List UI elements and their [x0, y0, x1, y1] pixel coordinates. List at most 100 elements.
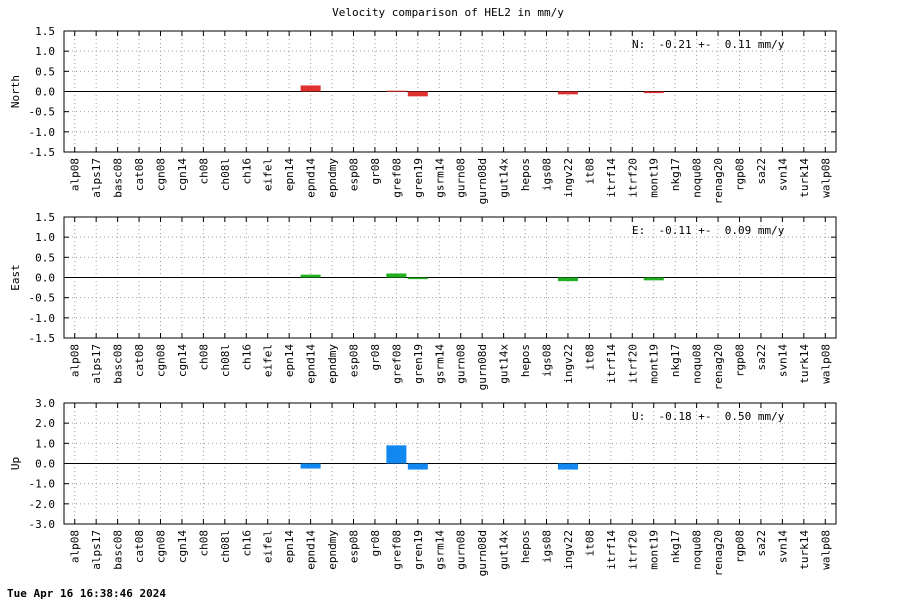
- y-tick-label: 3.0: [35, 397, 55, 410]
- x-tick-label: ch08: [197, 530, 210, 557]
- x-tick-label: gurn08d: [476, 530, 489, 576]
- y-tick-label: 0.0: [35, 272, 55, 285]
- x-tick-label: igs08: [541, 344, 554, 377]
- summary-stat: E: -0.11 +- 0.09 mm/y: [632, 224, 785, 237]
- x-tick-label: epnd14: [305, 344, 318, 384]
- x-tick-label: rgp08: [734, 530, 747, 563]
- y-tick-label: -1.0: [29, 478, 56, 491]
- x-tick-label: alps17: [90, 344, 103, 384]
- x-tick-label: gr08: [369, 530, 382, 557]
- x-tick-label: cgn14: [176, 344, 189, 377]
- x-tick-label: gut14x: [498, 344, 511, 384]
- x-tick-label: ch08l: [219, 158, 232, 191]
- y-tick-label: -3.0: [29, 518, 56, 531]
- y-tick-label: -0.5: [29, 292, 56, 305]
- plot-frame: [63, 402, 837, 525]
- bar-up-ingv22: [557, 463, 578, 470]
- x-tick-label: rgp08: [734, 344, 747, 377]
- summary-stat: U: -0.18 +- 0.50 mm/y: [632, 410, 785, 423]
- x-tick-label: gurn08: [455, 344, 468, 384]
- x-tick-label: alp08: [69, 158, 82, 191]
- x-tick-label: ch16: [240, 158, 253, 185]
- x-tick-label: basc08: [112, 530, 125, 570]
- panel-up: 3.0 2.0 1.0 0.0 -1.0 -2.0 -3.0 alp08 alps17 basc0…: [9, 397, 837, 576]
- y-tick-label: 1.5: [35, 25, 55, 38]
- bar-east-mont19: [643, 277, 664, 281]
- bar-up-gref08: [386, 445, 407, 464]
- y-tick-label: -1.5: [29, 146, 56, 159]
- x-tick-label: itrf20: [626, 530, 639, 570]
- x-tick-label: sa22: [755, 158, 768, 185]
- bar-east-gref08: [386, 273, 407, 278]
- panel-east: 1.5 1.0 0.5 0.0 -0.5 -1.0 -1.5 alp08 alps17 basc0…: [9, 211, 837, 390]
- x-tick-label: noqu08: [691, 344, 704, 384]
- x-tick-label: epn14: [283, 530, 296, 563]
- x-tick-label: gr08: [369, 344, 382, 371]
- y-tick-label: 1.5: [35, 211, 55, 224]
- x-tick-label: igs08: [541, 530, 554, 563]
- x-tick-label: ch16: [240, 530, 253, 557]
- x-tick-label: alp08: [69, 344, 82, 377]
- plot-frame: [63, 30, 837, 153]
- x-tick-label: cat08: [133, 158, 146, 191]
- x-tick-label: alp08: [69, 530, 82, 563]
- chart-title: Velocity comparison of HEL2 in mm/y: [332, 6, 564, 19]
- x-tick-label: esp08: [348, 158, 361, 191]
- x-tick-label: esp08: [348, 344, 361, 377]
- x-tick-label: ingv22: [562, 344, 575, 384]
- x-tick-label: gsrm14: [433, 158, 446, 198]
- y-tick-label: -0.5: [29, 106, 56, 119]
- x-tick-label: cat08: [133, 344, 146, 377]
- bar-up-epnd14: [300, 463, 321, 469]
- x-tick-label: nkg17: [669, 344, 682, 377]
- x-tick-label: cgn14: [176, 158, 189, 191]
- x-tick-label: it08: [583, 530, 596, 557]
- x-tick-label: ingv22: [562, 530, 575, 570]
- x-tick-label: epndmy: [326, 158, 339, 198]
- x-tick-label: nkg17: [669, 158, 682, 191]
- x-tick-label: gurn08d: [476, 344, 489, 390]
- x-tick-label: mont19: [648, 158, 661, 198]
- x-tick-label: it08: [583, 158, 596, 185]
- x-tick-label: gren19: [412, 530, 425, 570]
- x-tick-label: it08: [583, 344, 596, 371]
- x-tick-label: basc08: [112, 344, 125, 384]
- x-tick-label: cat08: [133, 530, 146, 563]
- x-tick-label: hepos: [519, 158, 532, 191]
- x-tick-label: renag20: [712, 344, 725, 390]
- bar-east-epnd14: [300, 274, 321, 278]
- x-tick-label: gurn08: [455, 530, 468, 570]
- x-tick-label: gr08: [369, 158, 382, 185]
- x-tick-label: itrf20: [626, 344, 639, 384]
- bar-up-gren19: [407, 463, 428, 470]
- bar-east-gren19: [407, 277, 428, 280]
- x-tick-label: mont19: [648, 344, 661, 384]
- x-tick-label: gref08: [390, 158, 403, 198]
- panel-north: 1.5 1.0 0.5 0.0 -0.5 -1.0 -1.5 alp08 alps17 basc0…: [9, 25, 837, 204]
- x-tick-label: cgn08: [155, 530, 168, 563]
- x-tick-label: eifel: [262, 158, 275, 191]
- y-axis-label: Up: [9, 457, 22, 470]
- x-tick-label: ch08: [197, 344, 210, 371]
- x-tick-label: itrf14: [605, 530, 618, 570]
- y-axis-label: North: [9, 75, 22, 108]
- y-tick-label: 0.5: [35, 65, 55, 78]
- timestamp-footer: Tue Apr 16 16:38:46 2024: [7, 587, 166, 600]
- x-tick-label: igs08: [541, 158, 554, 191]
- x-tick-label: gsrm14: [433, 344, 446, 384]
- x-tick-label: nkg17: [669, 530, 682, 563]
- x-tick-label: renag20: [712, 530, 725, 576]
- x-tick-label: renag20: [712, 158, 725, 204]
- plot-frame: [63, 216, 837, 339]
- x-tick-label: itrf14: [605, 158, 618, 198]
- x-tick-label: sa22: [755, 344, 768, 371]
- x-tick-label: cgn08: [155, 158, 168, 191]
- x-tick-label: gut14x: [498, 158, 511, 198]
- x-tick-label: gurn08: [455, 158, 468, 198]
- bar-east-ingv22: [557, 277, 578, 282]
- x-tick-label: turk14: [798, 530, 811, 570]
- x-tick-label: gren19: [412, 158, 425, 198]
- x-tick-label: walp08: [819, 530, 832, 570]
- x-tick-label: epn14: [283, 344, 296, 377]
